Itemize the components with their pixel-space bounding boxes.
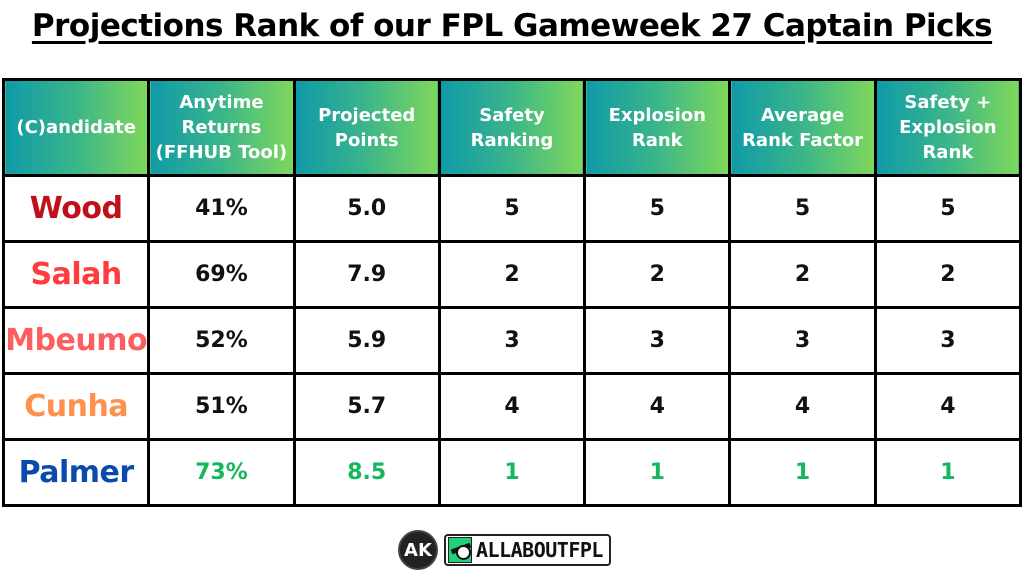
table-row: Cunha 51% 5.7 4 4 4 4 xyxy=(1,372,1023,441)
column-header: Projected Points xyxy=(292,78,441,177)
table-cell: 51% xyxy=(147,372,296,441)
captain-projections-table: (C)andidate Anytime Returns (FFHUB Tool) Pro… xyxy=(1,78,1023,507)
column-header-line: (C)andidate xyxy=(16,117,136,138)
column-header-line: Explosion xyxy=(608,104,706,126)
table-cell: 2 xyxy=(873,240,1023,309)
table-cell: 1 xyxy=(728,438,877,507)
column-header: Safety + Explosion Rank xyxy=(873,78,1023,177)
footer-logos: AK ALLABOUTFPL xyxy=(398,530,611,570)
table-cell: 5 xyxy=(583,174,732,243)
table-cell: 8.5 xyxy=(292,438,441,507)
football-boot-icon xyxy=(448,537,472,563)
brand-text: ALLABOUTFPL xyxy=(476,538,603,562)
table-cell: 5.9 xyxy=(292,306,441,375)
allaboutfpl-logo: ALLABOUTFPL xyxy=(444,534,611,566)
candidate-name: Cunha xyxy=(1,372,151,441)
table-cell: 3 xyxy=(583,306,732,375)
table-cell: 1 xyxy=(583,438,732,507)
header-row: (C)andidate Anytime Returns (FFHUB Tool) Pro… xyxy=(1,78,1023,177)
candidate-name: Palmer xyxy=(1,438,151,507)
column-header: (C)andidate xyxy=(1,78,151,177)
table-cell: 69% xyxy=(147,240,296,309)
table-cell: 4 xyxy=(873,372,1023,441)
table-cell: 3 xyxy=(873,306,1023,375)
column-header: Anytime Returns (FFHUB Tool) xyxy=(147,78,296,177)
table-row: Salah 69% 7.9 2 2 2 2 xyxy=(1,240,1023,309)
column-header: Average Rank Factor xyxy=(728,78,877,177)
ak-logo-icon: AK xyxy=(398,530,438,570)
table-cell: 3 xyxy=(437,306,587,375)
column-header-line: Explosion xyxy=(899,117,997,138)
table-body: Wood 41% 5.0 5 5 5 5 Salah 69% 7.9 2 2 2 2 Mbeumo 52% 5.… xyxy=(1,174,1023,507)
table-cell: 5.0 xyxy=(292,174,441,243)
candidate-name: Mbeumo xyxy=(1,306,151,375)
column-header-line: Points xyxy=(334,129,399,151)
table-row: Mbeumo 52% 5.9 3 3 3 3 xyxy=(1,306,1023,375)
table-row: Palmer 73% 8.5 1 1 1 1 xyxy=(1,438,1023,507)
column-header-line: Returns xyxy=(181,117,262,138)
candidate-name: Wood xyxy=(1,174,151,243)
table-cell: 4 xyxy=(583,372,732,441)
table-cell: 2 xyxy=(583,240,732,309)
column-header-line: Ranking xyxy=(470,129,554,151)
column-header-line: Rank xyxy=(631,129,683,151)
table-row: Wood 41% 5.0 5 5 5 5 xyxy=(1,174,1023,243)
page-title: Projections Rank of our FPL Gameweek 27 … xyxy=(31,8,993,44)
table-cell: 5 xyxy=(437,174,587,243)
table-cell: 5 xyxy=(728,174,877,243)
column-header-line: Rank xyxy=(922,142,974,163)
column-header-line: (FFHUB Tool) xyxy=(155,142,288,163)
table-cell: 5 xyxy=(873,174,1023,243)
column-header-line: Rank Factor xyxy=(742,129,864,151)
table-cell: 5.7 xyxy=(292,372,441,441)
column-header-line: Anytime xyxy=(179,92,264,113)
column-header-line: Projected xyxy=(318,104,416,126)
table-cell: 7.9 xyxy=(292,240,441,309)
table-cell: 52% xyxy=(147,306,296,375)
column-header: Explosion Rank xyxy=(583,78,732,177)
column-header-line: Safety xyxy=(479,104,545,126)
column-header-line: Safety + xyxy=(904,92,992,113)
table-cell: 1 xyxy=(873,438,1023,507)
table-cell: 41% xyxy=(147,174,296,243)
column-header: Safety Ranking xyxy=(437,78,587,177)
table-cell: 2 xyxy=(437,240,587,309)
table-cell: 3 xyxy=(728,306,877,375)
column-header-line: Average xyxy=(760,104,845,126)
candidate-name: Salah xyxy=(1,240,151,309)
table-cell: 4 xyxy=(437,372,587,441)
table-cell: 73% xyxy=(147,438,296,507)
table-cell: 1 xyxy=(437,438,587,507)
table-cell: 2 xyxy=(728,240,877,309)
table-cell: 4 xyxy=(728,372,877,441)
